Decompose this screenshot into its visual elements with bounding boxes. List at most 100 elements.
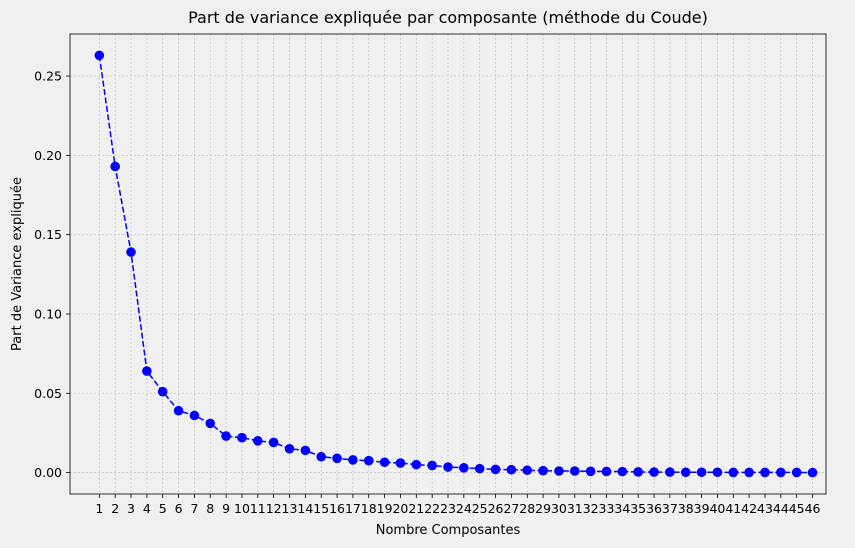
y-tick-label: 0.00 — [34, 465, 62, 480]
x-tick-label: 32 — [583, 501, 599, 516]
data-point — [94, 50, 105, 61]
x-tick-label: 5 — [159, 501, 167, 516]
y-tick-label: 0.25 — [34, 69, 62, 84]
data-point — [459, 463, 469, 473]
x-tick-label: 29 — [535, 501, 551, 516]
x-tick-label: 9 — [222, 501, 230, 516]
data-point — [253, 436, 263, 446]
data-point — [760, 467, 770, 478]
x-tick-label: 25 — [472, 501, 488, 516]
tick-layer: 1 2 3 4 5 6 7 8 9 10 11 12 13 14 15 16 17 18 19 20 21 22 23 24 2… — [34, 69, 820, 516]
x-tick-label: 8 — [206, 501, 214, 516]
data-point — [284, 443, 295, 454]
series-layer — [94, 50, 818, 478]
data-point — [237, 432, 247, 443]
data-point — [221, 431, 231, 441]
data-point — [538, 465, 548, 476]
data-point — [157, 386, 168, 397]
data-point — [427, 460, 437, 471]
x-tick-label: 16 — [329, 501, 345, 516]
x-tick-label: 33 — [599, 501, 615, 516]
x-tick-label: 31 — [567, 501, 583, 516]
x-axis-label: Nombre Composantes — [376, 523, 521, 538]
data-point — [649, 467, 659, 477]
data-point — [617, 466, 628, 477]
data-point — [601, 466, 612, 477]
x-tick-label: 43 — [757, 501, 773, 516]
data-point — [490, 464, 501, 475]
x-tick-label: 28 — [519, 501, 535, 516]
data-point — [300, 445, 311, 456]
data-point — [776, 467, 786, 478]
data-point — [268, 437, 279, 448]
data-point — [474, 463, 485, 474]
x-tick-label: 13 — [282, 501, 298, 516]
data-point — [680, 467, 691, 478]
x-tick-label: 10 — [234, 501, 250, 516]
x-tick-label: 39 — [694, 501, 710, 516]
data-point — [791, 467, 802, 478]
x-tick-label: 4 — [143, 501, 151, 516]
x-tick-label: 1 — [95, 501, 103, 516]
data-point — [142, 366, 152, 376]
x-tick-label: 3 — [127, 501, 135, 516]
chart-title: Part de variance expliquée par composant… — [188, 8, 708, 27]
x-tick-label: 7 — [190, 501, 198, 516]
x-tick-label: 36 — [646, 501, 662, 516]
x-tick-label: 40 — [709, 501, 725, 516]
data-point — [696, 467, 707, 478]
data-point — [665, 467, 675, 477]
x-tick-label: 20 — [392, 501, 408, 516]
data-point — [443, 462, 453, 472]
grid-layer — [70, 34, 826, 494]
data-point — [506, 464, 517, 475]
data-point — [205, 418, 216, 429]
x-tick-label: 46 — [805, 501, 821, 516]
x-tick-label: 27 — [503, 501, 519, 516]
data-point — [316, 451, 327, 462]
y-axis-label: Part de Variance expliquée — [10, 177, 25, 351]
data-point — [744, 467, 754, 478]
data-point — [554, 466, 564, 476]
data-point — [569, 466, 580, 476]
y-tick-label: 0.05 — [34, 386, 62, 401]
series-line — [98, 55, 813, 474]
data-point — [110, 161, 120, 172]
data-point — [807, 467, 818, 478]
data-point — [395, 458, 406, 468]
x-tick-label: 45 — [789, 501, 805, 516]
data-point — [363, 455, 374, 466]
x-tick-label: 21 — [408, 501, 424, 516]
x-tick-label: 30 — [551, 501, 567, 516]
x-tick-label: 11 — [250, 501, 266, 516]
data-point — [348, 455, 358, 465]
y-tick-label: 0.15 — [34, 227, 62, 242]
x-tick-label: 44 — [773, 501, 789, 516]
data-point — [332, 453, 342, 464]
x-tick-label: 12 — [266, 501, 282, 516]
x-tick-label: 38 — [678, 501, 694, 516]
x-tick-label: 6 — [175, 501, 183, 516]
x-tick-label: 24 — [456, 501, 472, 516]
x-tick-label: 2 — [111, 501, 119, 516]
x-tick-label: 19 — [377, 501, 393, 516]
y-tick-label: 0.10 — [34, 306, 62, 321]
x-tick-label: 34 — [614, 501, 630, 516]
data-point — [411, 459, 422, 470]
data-point — [712, 467, 723, 478]
data-point — [728, 467, 739, 478]
x-tick-label: 35 — [630, 501, 646, 516]
x-tick-label: 42 — [741, 501, 757, 516]
y-tick-label: 0.20 — [34, 148, 62, 163]
x-tick-label: 26 — [488, 501, 504, 516]
data-point — [189, 410, 200, 421]
data-point — [522, 465, 533, 476]
x-tick-label: 15 — [313, 501, 329, 516]
data-point — [173, 405, 184, 416]
data-point — [585, 466, 596, 477]
data-point — [126, 247, 136, 257]
x-tick-label: 17 — [345, 501, 361, 516]
x-tick-label: 14 — [297, 501, 313, 516]
